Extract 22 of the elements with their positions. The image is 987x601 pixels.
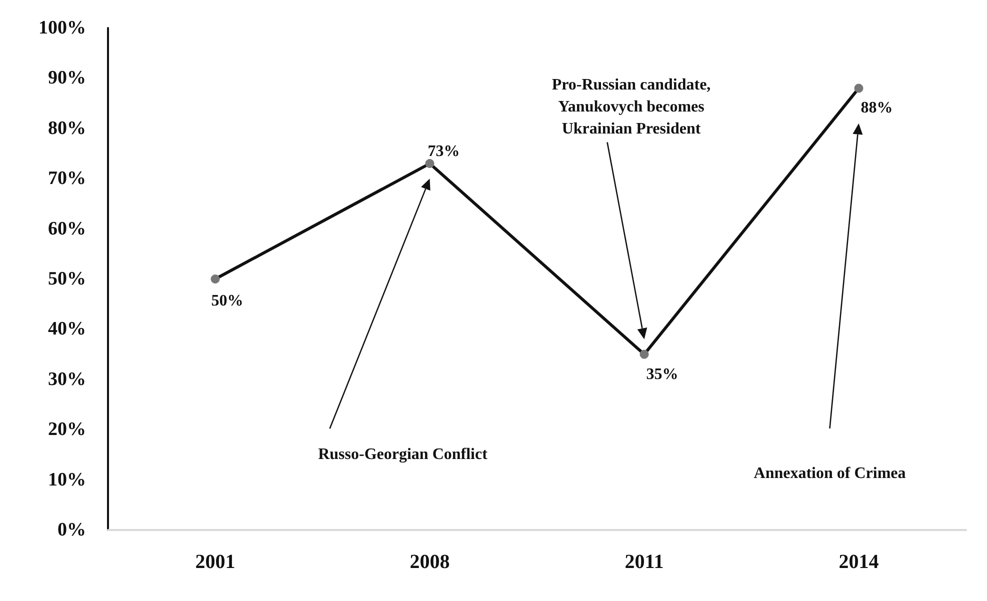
y-tick-label: 60%: [48, 218, 86, 240]
annotation: Annexation of Crimea: [754, 464, 906, 482]
y-tick-label: 100%: [38, 18, 86, 38]
y-tick-label: 90%: [48, 68, 86, 89]
y-tick-label: 70%: [48, 168, 86, 190]
data-label: 73%: [428, 143, 460, 160]
annotation: Russo-Georgian Conflict: [318, 446, 488, 464]
annotation: Pro-Russian candidate, Yanukovych becomes Ukrainian President: [552, 76, 711, 138]
x-tick-label: 2008: [410, 551, 450, 573]
y-tick-label: 30%: [48, 368, 86, 390]
y-tick-label: 0%: [58, 520, 86, 540]
x-tick-label: 2001: [195, 551, 236, 573]
y-tick-label: 20%: [48, 419, 86, 440]
data-label: 88%: [860, 100, 893, 117]
y-tick-label: 40%: [48, 318, 86, 340]
x-tick-label: 2014: [838, 551, 879, 573]
y-tick-label: 10%: [48, 469, 86, 490]
y-tick-label: 50%: [48, 268, 86, 290]
data-label: 35%: [646, 366, 678, 383]
data-label: 50%: [211, 292, 244, 310]
y-tick-label: 80%: [48, 118, 86, 139]
x-tick-label: 2011: [624, 551, 664, 573]
